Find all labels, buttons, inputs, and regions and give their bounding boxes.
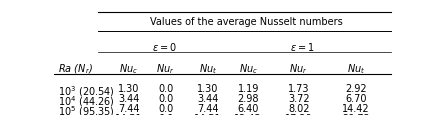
Text: 3.72: 3.72 — [287, 93, 309, 103]
Text: 1.19: 1.19 — [237, 84, 258, 94]
Text: 14.42: 14.42 — [342, 103, 369, 113]
Text: 8.02: 8.02 — [287, 103, 309, 113]
Text: 29.72: 29.72 — [342, 113, 369, 115]
Text: 0.0: 0.0 — [158, 113, 173, 115]
Text: $10^{3}$ (20.54): $10^{3}$ (20.54) — [58, 84, 115, 98]
Text: 6.70: 6.70 — [345, 93, 366, 103]
Text: Nu$_t$: Nu$_t$ — [198, 62, 217, 75]
Text: Values of the average Nusselt numbers: Values of the average Nusselt numbers — [150, 16, 342, 26]
Text: 2.98: 2.98 — [237, 93, 258, 103]
Text: 12.43: 12.43 — [234, 113, 261, 115]
Text: 0.0: 0.0 — [158, 84, 173, 94]
Text: 14.51: 14.51 — [194, 113, 221, 115]
Text: 0.0: 0.0 — [158, 103, 173, 113]
Text: $10^{5}$ (95.35): $10^{5}$ (95.35) — [58, 103, 115, 115]
Text: Nu$_t$: Nu$_t$ — [346, 62, 365, 75]
Text: 3.44: 3.44 — [118, 93, 139, 103]
Text: $10^{4}$ (44.26): $10^{4}$ (44.26) — [58, 93, 114, 108]
Text: 7.44: 7.44 — [118, 103, 139, 113]
Text: 7.44: 7.44 — [197, 103, 218, 113]
Text: Nu$_r$: Nu$_r$ — [289, 62, 307, 75]
Text: 1.30: 1.30 — [197, 84, 218, 94]
Text: 2.92: 2.92 — [345, 84, 366, 94]
Text: 1.73: 1.73 — [287, 84, 309, 94]
Text: Nu$_r$: Nu$_r$ — [156, 62, 174, 75]
Text: 14.51: 14.51 — [115, 113, 142, 115]
Text: 0.0: 0.0 — [158, 93, 173, 103]
Text: $\varepsilon = 0$: $\varepsilon = 0$ — [151, 40, 176, 52]
Text: Nu$_c$: Nu$_c$ — [118, 62, 138, 75]
Text: $\varepsilon = 1$: $\varepsilon = 1$ — [289, 40, 314, 52]
Text: $10^{6}$ (205.4): $10^{6}$ (205.4) — [58, 113, 115, 115]
Text: Ra (N$_r$): Ra (N$_r$) — [58, 62, 92, 75]
Text: 17.29: 17.29 — [284, 113, 312, 115]
Text: 3.44: 3.44 — [197, 93, 218, 103]
Text: 6.40: 6.40 — [237, 103, 258, 113]
Text: Nu$_c$: Nu$_c$ — [238, 62, 257, 75]
Text: 1.30: 1.30 — [118, 84, 139, 94]
